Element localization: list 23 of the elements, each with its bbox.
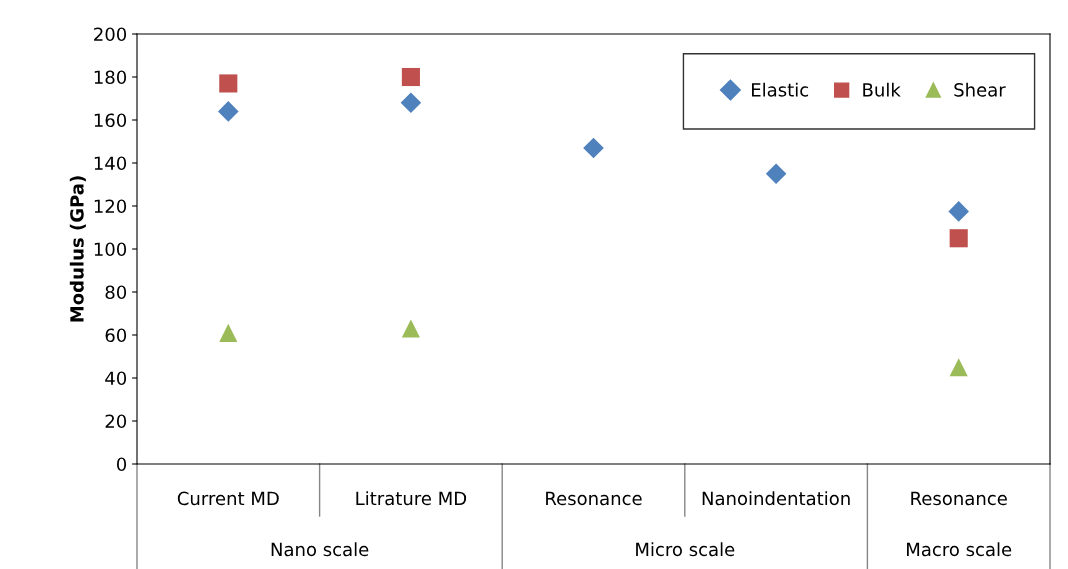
y-tick-label: 40 [105,371,127,386]
y-tick-label: 80 [105,285,127,300]
y-tick-label: 180 [94,70,127,85]
y-tick-label: 200 [94,27,127,42]
x-tick-label: Nanoindentation [702,491,850,506]
y-tick-label: 120 [94,199,127,214]
x-tick-label: Resonance [546,491,642,506]
legend-label: Bulk [863,82,901,97]
y-tick-label: 0 [116,457,127,472]
y-tick-label: 140 [94,156,127,171]
legend-label: Elastic [752,82,809,97]
x-tick-label: Litrature MD [356,491,467,506]
y-tick-label: 20 [105,414,127,429]
text: Micro scale [636,542,735,557]
x-tick-label: Current MD [177,491,279,506]
y-tick-label: 100 [94,242,127,257]
y-axis-title: Modulus (GPa) [69,176,86,322]
x-tick-label: Resonance [911,491,1007,506]
y-tick-label: 60 [105,328,127,343]
legend-label: Shear [954,82,1006,97]
text: Nano scale [271,542,369,557]
text: Macro scale [907,542,1012,557]
y-tick-label: 160 [94,113,127,128]
